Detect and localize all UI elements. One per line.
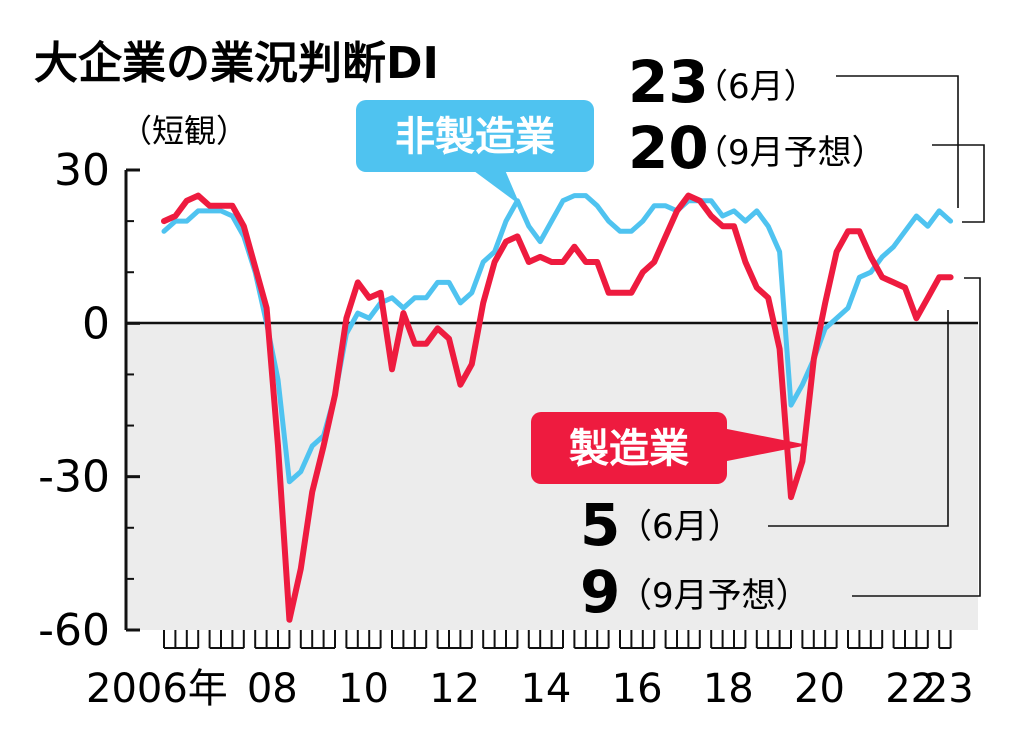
y-minor-ticks <box>126 220 134 580</box>
series-line-manufacturing <box>161 192 954 623</box>
x-month-ticks <box>163 630 952 649</box>
x-tick-label: 23 <box>923 666 974 712</box>
nonmfg-jun-leader <box>836 75 959 208</box>
nonmfg-callouts: 23 （6月） 20 （9月予想） <box>628 48 985 223</box>
y-tick-label: 30 <box>54 145 110 196</box>
y-tick-labels: 30 0 -30 -60 <box>38 145 140 656</box>
mfg-label-text: 製造業 <box>569 426 689 472</box>
x-tick-label: 18 <box>703 666 754 712</box>
mfg-sep-leader <box>852 277 981 597</box>
nonmfg-label-box <box>356 100 594 172</box>
y-tick-label: 0 <box>82 298 110 349</box>
y-tick-label: -30 <box>38 452 110 503</box>
mfg-label-box <box>531 412 727 484</box>
nonmfg-label: 非製造業 <box>356 100 594 205</box>
mfg-label-pointer <box>722 428 808 462</box>
x-tick-label: 08 <box>247 666 298 712</box>
mfg-label: 製造業 <box>531 412 808 484</box>
y-tick-label: -60 <box>38 605 110 656</box>
mfg-jun-value: 5 <box>580 491 620 559</box>
chart-title: 大企業の業況判断DI <box>34 38 439 89</box>
nonmfg-label-text: 非製造業 <box>395 114 555 160</box>
nonmfg-sep-label: （9月予想） <box>694 133 886 173</box>
x-tick-label: 22 <box>885 666 936 712</box>
x-tick-label: 2006年 <box>86 666 228 712</box>
x-tick-label: 16 <box>612 666 663 712</box>
x-tick-label: 12 <box>429 666 480 712</box>
nonmfg-jun-label: （6月） <box>694 67 818 107</box>
nonmfg-sep-leader <box>932 144 985 223</box>
mfg-sep-label: （9月予想） <box>618 576 810 616</box>
chart-subtitle: （短観） <box>120 112 248 150</box>
nonmfg-label-pointer <box>470 168 520 205</box>
mfg-sep-value: 9 <box>580 558 620 626</box>
nonmfg-jun-value: 23 <box>628 48 709 116</box>
x-tick-label: 10 <box>338 666 389 712</box>
mfg-callouts: 5 （6月） 9 （9月予想） <box>580 277 981 626</box>
nonmfg-sep-value: 20 <box>628 114 709 182</box>
series-layer <box>161 192 954 623</box>
x-tick-label: 20 <box>794 666 845 712</box>
x-tick-label: 14 <box>520 666 571 712</box>
mfg-jun-leader <box>768 310 949 527</box>
mfg-jun-label: （6月） <box>618 507 742 547</box>
